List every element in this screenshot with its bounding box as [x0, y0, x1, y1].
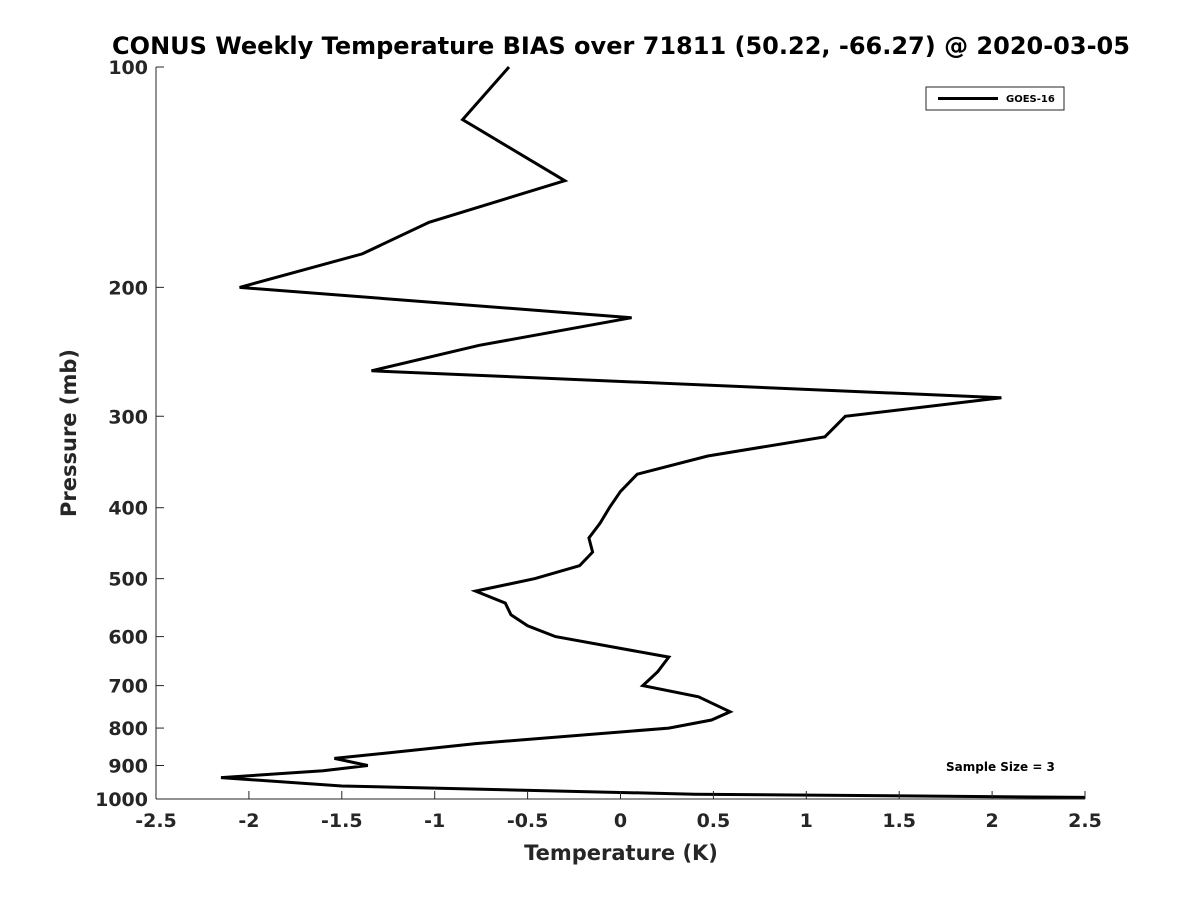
y-tick-label: 700 [108, 676, 148, 698]
x-tick-group: -2.5 -2 -1.5 -1 -0.5 0 0.5 1 1.5 2 2.5 [135, 791, 1102, 832]
y-tick-label: 600 [108, 627, 148, 649]
x-tick-label: -2.5 [135, 810, 177, 832]
y-tick-label: 500 [108, 569, 148, 591]
plot-series-group [220, 66, 1086, 799]
chart-title: CONUS Weekly Temperature BIAS over 71811… [112, 32, 1130, 60]
series-line-goes-16 [220, 66, 1086, 799]
x-tick-label: -1 [424, 810, 445, 832]
y-tick-label: 400 [108, 498, 148, 520]
x-tick-label: -2 [238, 810, 259, 832]
y-tick-group: 100 200 300 400 500 600 700 800 900 1000 [95, 57, 164, 811]
y-tick-label: 300 [108, 406, 148, 428]
plot-area [156, 67, 1085, 799]
y-tick-label: 1000 [95, 789, 148, 811]
x-tick-label: 2.5 [1068, 810, 1102, 832]
x-tick-label: 0.5 [697, 810, 731, 832]
legend-label-goes-16: GOES-16 [1006, 94, 1055, 105]
x-tick-label: 1 [800, 810, 813, 832]
y-tick-label: 100 [108, 57, 148, 79]
y-tick-label: 200 [108, 277, 148, 299]
y-tick-label: 900 [108, 756, 148, 778]
x-tick-label: -0.5 [507, 810, 549, 832]
x-tick-label: 0 [614, 810, 627, 832]
x-tick-label: 1.5 [882, 810, 916, 832]
y-tick-label: 800 [108, 718, 148, 740]
x-tick-label: 2 [985, 810, 998, 832]
x-tick-label: -1.5 [321, 810, 363, 832]
x-axis-label: Temperature (K) [524, 841, 718, 865]
y-axis-label: Pressure (mb) [57, 349, 81, 517]
sample-size-annotation: Sample Size = 3 [946, 760, 1055, 774]
legend: GOES-16 [925, 86, 1065, 111]
